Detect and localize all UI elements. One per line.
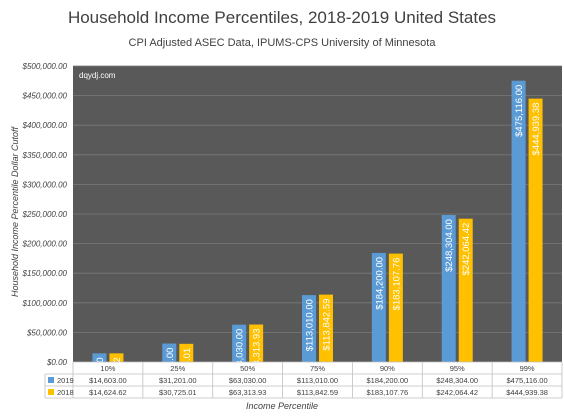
data-label: $475,116.00: [514, 85, 525, 137]
y-tick-label: $50,000.00: [26, 328, 68, 337]
data-label: $242,064.42: [461, 223, 472, 276]
x-tick-label: 90%: [380, 364, 395, 373]
data-label: $63,030.00: [235, 329, 246, 377]
data-label: $113,010.00: [305, 299, 316, 351]
data-label: $248,304.00: [444, 219, 455, 272]
legend-label-2019: 2019: [57, 376, 74, 385]
bar-2018: [388, 253, 403, 362]
table-cell: $242,064.42: [436, 388, 478, 397]
table-cell: $113,010.00: [297, 376, 338, 385]
table-cell: $248,304.00: [436, 376, 478, 385]
data-label: $113,842.59: [322, 299, 333, 351]
x-axis-title: Income Percentile: [245, 401, 319, 411]
table-cell: $183,107.76: [366, 388, 408, 397]
bar-2018: [458, 218, 473, 362]
y-tick-label: $100,000.00: [22, 299, 68, 308]
x-tick-label: 25%: [170, 364, 185, 373]
bar-2018: [528, 98, 543, 362]
table-cell: $30,725.01: [159, 388, 197, 397]
table-cell: $475,116.00: [506, 376, 547, 385]
bar-2019: [302, 295, 316, 362]
data-label: $184,200.00: [374, 257, 385, 310]
data-label: $14,624.62: [112, 357, 123, 405]
data-label: $183,107.76: [391, 258, 402, 311]
table-cell: $14,603.00: [89, 376, 127, 385]
x-tick-label: 75%: [310, 364, 325, 373]
bar-2019: [232, 324, 247, 362]
table-cell: $113,842.59: [297, 388, 338, 397]
y-tick-label: $450,000.00: [22, 92, 68, 101]
bar-2019: [371, 252, 386, 362]
table-cell: $444,939.38: [506, 388, 548, 397]
bar-2019: [162, 343, 177, 362]
x-tick-label: 95%: [450, 364, 465, 373]
y-tick-label: $150,000.00: [22, 269, 68, 278]
bar-2019: [511, 80, 526, 363]
table-cell: $63,030.00: [229, 376, 267, 385]
legend-key-2019: [48, 377, 54, 383]
y-tick-label: $350,000.00: [22, 151, 68, 160]
y-tick-label: $200,000.00: [22, 240, 68, 249]
table-cell: $31,201.00: [159, 376, 197, 385]
bar-2018: [319, 294, 333, 362]
data-label: $444,939.38: [531, 103, 542, 156]
data-label: $14,603.00: [95, 357, 106, 405]
bar-2018: [109, 353, 124, 362]
bar-2019: [441, 215, 456, 362]
legend-label-2018: 2018: [57, 388, 74, 397]
x-tick-label: 10%: [100, 364, 115, 373]
data-label: $31,201.00: [165, 348, 176, 396]
y-tick-label: $500,000.00: [22, 62, 68, 71]
legend-key-2018: [48, 389, 54, 395]
table-cell: $14,624.62: [89, 388, 127, 397]
y-tick-label: $300,000.00: [22, 180, 68, 189]
watermark: dqydj.com: [79, 71, 116, 80]
y-tick-label: $0.00: [46, 358, 68, 367]
y-tick-label: $400,000.00: [22, 121, 68, 130]
bar-2018: [249, 324, 264, 362]
table-cell: $184,200.00: [366, 376, 408, 385]
chart-subtitle: CPI Adjusted ASEC Data, IPUMS-CPS Univer…: [128, 37, 436, 49]
bar-2018: [179, 343, 194, 362]
data-label: $30,725.01: [182, 348, 193, 396]
bar-2019: [92, 353, 107, 362]
chart-title: Household Income Percentiles, 2018-2019 …: [67, 8, 497, 27]
table-cell: $63,313.93: [229, 388, 267, 397]
data-label: $63,313.93: [252, 329, 263, 377]
x-tick-label: 99%: [520, 364, 535, 373]
y-tick-label: $250,000.00: [22, 210, 68, 219]
x-tick-label: 50%: [240, 364, 255, 373]
